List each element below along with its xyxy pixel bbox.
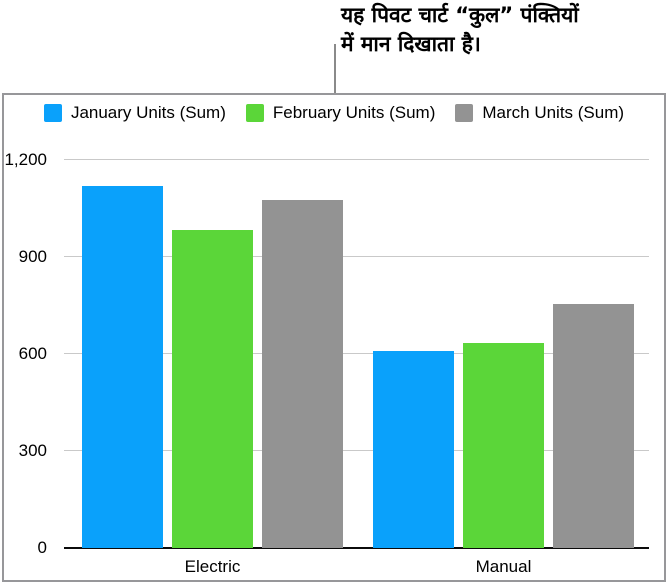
- callout-text-line2: में मान दिखाता है।: [341, 32, 481, 56]
- callout-connector-line: [334, 44, 336, 93]
- pivot-chart: January Units (Sum) February Units (Sum) M…: [2, 93, 666, 582]
- legend-swatch: [455, 104, 474, 122]
- x-axis-label: Manual: [475, 557, 532, 576]
- y-axis-tick-label: 1,200: [4, 150, 47, 169]
- bar: [262, 200, 343, 548]
- callout-text-line1: यह पिवट चार्ट “कुल” पंक्तियों: [341, 3, 579, 27]
- legend-item: January Units (Sum): [43, 103, 226, 123]
- bar: [463, 342, 544, 548]
- legend-item: March Units (Sum): [455, 103, 624, 123]
- bar-group: [82, 160, 343, 548]
- legend-swatch: [43, 104, 62, 122]
- y-axis-tick-label: 300: [18, 441, 47, 460]
- x-axis-line: [64, 547, 649, 549]
- gridline: [64, 256, 649, 257]
- plot-area: 0 300 600 900 1,200 Electric Manual: [4, 151, 649, 576]
- bar: [553, 303, 634, 548]
- bar: [373, 350, 454, 548]
- gridline: [64, 450, 649, 451]
- gridline: [64, 353, 649, 354]
- legend-label: March Units (Sum): [482, 103, 625, 122]
- y-axis-tick-label: 600: [18, 344, 47, 363]
- legend-swatch: [245, 104, 264, 122]
- y-axis-tick-label: 900: [18, 247, 47, 266]
- y-axis-tick-label: 0: [37, 538, 47, 557]
- bar: [82, 185, 163, 548]
- gridline: [64, 159, 649, 160]
- legend-item: February Units (Sum): [245, 103, 436, 123]
- bar-group: [373, 160, 634, 548]
- bar: [172, 229, 253, 548]
- legend-label: February Units (Sum): [272, 103, 436, 122]
- legend: January Units (Sum) February Units (Sum) M…: [4, 103, 664, 123]
- x-axis-label: Electric: [184, 557, 241, 576]
- callout-text: यह पिवट चार्ट “कुल” पंक्तियों में मान दि…: [341, 1, 579, 59]
- legend-label: January Units (Sum): [70, 103, 226, 122]
